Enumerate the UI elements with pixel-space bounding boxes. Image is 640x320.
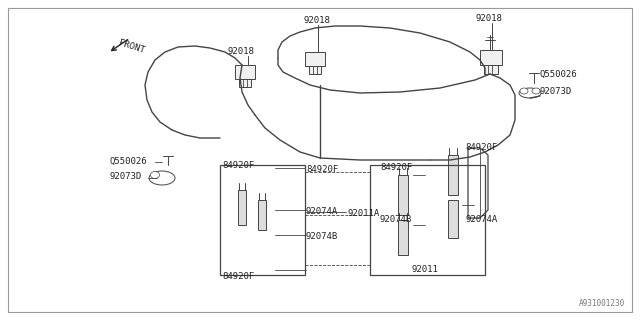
Text: 84920F: 84920F xyxy=(465,143,497,152)
Bar xyxy=(448,155,458,195)
Text: 92011: 92011 xyxy=(412,265,439,274)
Text: 84920F: 84920F xyxy=(222,272,254,281)
Text: 92074A: 92074A xyxy=(306,207,339,216)
Text: 92074B: 92074B xyxy=(306,232,339,241)
Bar xyxy=(398,220,408,255)
Ellipse shape xyxy=(150,172,159,179)
Text: Q550026: Q550026 xyxy=(110,157,148,166)
Ellipse shape xyxy=(519,88,541,98)
Text: Q550026: Q550026 xyxy=(540,70,578,79)
Text: 84920F: 84920F xyxy=(306,165,339,174)
Text: A931001230: A931001230 xyxy=(579,299,625,308)
Bar xyxy=(309,66,321,74)
Bar xyxy=(480,50,502,65)
Text: 92074A: 92074A xyxy=(465,215,497,224)
Bar xyxy=(484,65,498,74)
Text: 92011A: 92011A xyxy=(347,209,380,218)
Text: 92018: 92018 xyxy=(228,47,255,56)
Bar xyxy=(370,165,485,275)
Text: 92073D: 92073D xyxy=(540,87,572,96)
Text: 92018: 92018 xyxy=(476,14,503,23)
Bar xyxy=(398,175,408,215)
Bar xyxy=(305,52,325,66)
Text: 84920F: 84920F xyxy=(380,163,412,172)
Bar xyxy=(235,65,255,79)
Bar xyxy=(220,165,305,275)
Bar xyxy=(448,200,458,238)
Text: 92018: 92018 xyxy=(303,16,330,25)
Text: 92073D: 92073D xyxy=(110,172,142,181)
Ellipse shape xyxy=(520,88,528,94)
Bar xyxy=(238,190,246,225)
Text: 92074B: 92074B xyxy=(380,215,412,224)
Bar xyxy=(258,200,266,230)
Text: FRONT: FRONT xyxy=(117,38,145,55)
Text: 84920F: 84920F xyxy=(222,161,254,170)
Bar xyxy=(239,79,251,87)
Ellipse shape xyxy=(532,88,540,94)
Ellipse shape xyxy=(149,171,175,185)
